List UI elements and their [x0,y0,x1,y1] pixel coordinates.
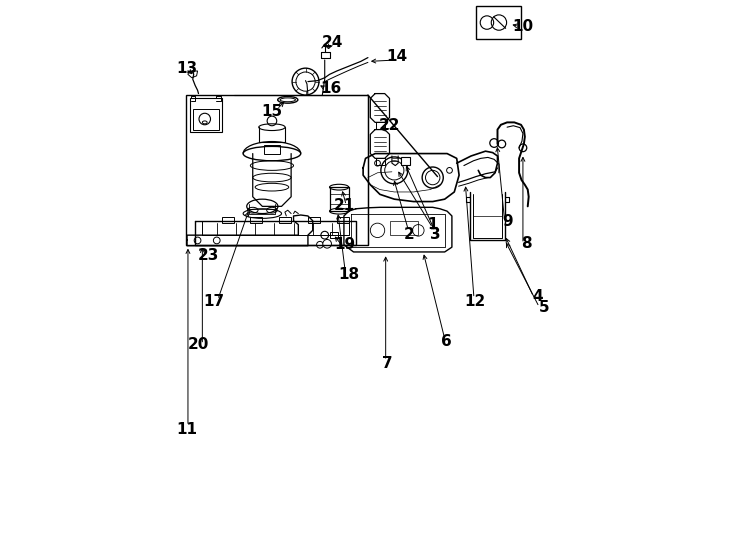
Bar [190,98,222,132]
Text: 20: 20 [188,337,209,352]
Ellipse shape [259,124,285,131]
Bar [222,218,233,223]
Circle shape [292,68,319,95]
Text: 12: 12 [465,294,486,309]
Text: 21: 21 [333,198,355,213]
Bar [264,145,280,153]
Text: 24: 24 [322,35,344,50]
Text: 17: 17 [204,294,225,309]
Ellipse shape [243,146,301,161]
Bar [476,6,521,39]
Text: 4: 4 [532,289,542,304]
Bar [193,110,219,130]
Circle shape [323,239,332,248]
Circle shape [316,241,323,248]
Text: 11: 11 [176,422,197,437]
Bar [390,221,418,235]
Text: 22: 22 [379,118,400,133]
Ellipse shape [277,97,298,103]
Bar [308,218,320,223]
Bar [337,218,349,223]
Ellipse shape [247,199,278,213]
Bar [250,218,262,223]
Text: 14: 14 [386,49,407,64]
Circle shape [321,231,329,239]
Text: 19: 19 [335,237,356,252]
Text: 6: 6 [441,334,451,349]
Text: 15: 15 [261,104,283,119]
Text: 3: 3 [430,227,440,242]
Text: 5: 5 [539,300,549,315]
Text: 2: 2 [404,227,414,242]
Bar [376,158,385,165]
Bar [330,232,338,238]
Text: 8: 8 [521,237,531,251]
Text: 18: 18 [338,267,359,282]
Bar [186,95,368,245]
Text: 10: 10 [512,19,533,34]
Text: 13: 13 [176,60,197,76]
Text: 7: 7 [382,356,393,372]
Text: 16: 16 [320,82,341,96]
Bar [279,218,291,223]
Text: 23: 23 [197,248,219,263]
Text: 1: 1 [427,217,438,232]
Text: 9: 9 [502,214,512,229]
Bar [401,157,410,165]
Bar [376,123,385,129]
